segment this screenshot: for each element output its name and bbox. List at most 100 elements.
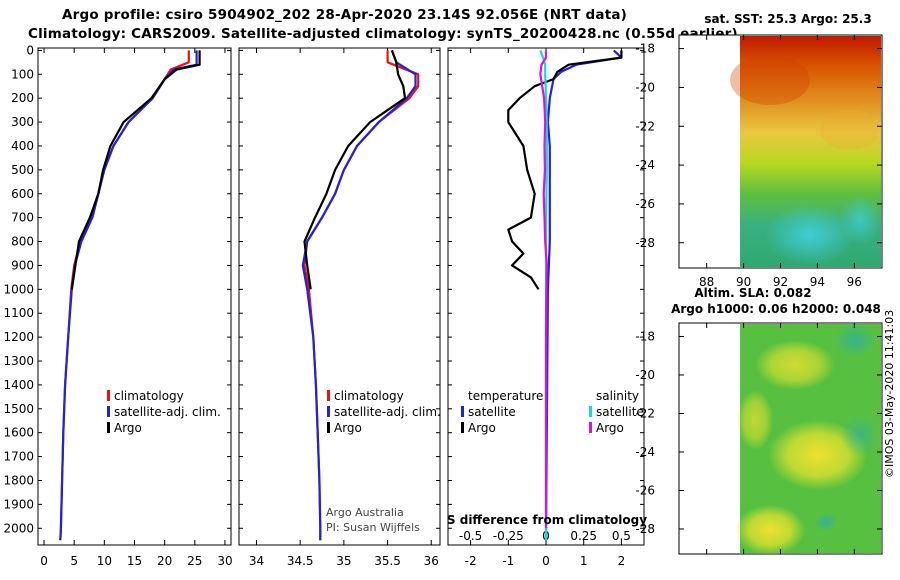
legend-swatch-argo bbox=[327, 422, 330, 433]
y-tick-label: 100 bbox=[11, 67, 34, 81]
salinity-plot: 34 34.5 35 35.5 36 bbox=[239, 48, 440, 568]
x-tick-label: 34 bbox=[249, 554, 264, 568]
series-line-argo bbox=[303, 50, 407, 290]
x-tick-label: 25 bbox=[187, 554, 202, 568]
legend-swatch-sal-argo bbox=[589, 422, 592, 433]
x-tick-label: 36 bbox=[424, 554, 439, 568]
x-tick-label: 34.5 bbox=[287, 554, 314, 568]
legend-swatch-climatology bbox=[327, 390, 330, 401]
y-tick-label: 800 bbox=[11, 235, 34, 249]
legend-label-satellite: satellite-adj. clim. bbox=[334, 405, 441, 419]
series-line-satellite-adj-clim- bbox=[301, 50, 417, 541]
y-tick-label: 900 bbox=[11, 258, 34, 272]
sla-map bbox=[678, 322, 883, 555]
y-tick-label: 2000 bbox=[3, 521, 34, 535]
legend-swatch-sal-satellite bbox=[589, 406, 592, 417]
x-tick-label: 5 bbox=[70, 554, 78, 568]
figure-title-line2: Climatology: CARS2009. Satellite-adjuste… bbox=[28, 26, 738, 42]
map-y-tick-label: -26 bbox=[635, 483, 655, 497]
s-difference-label: S difference from climatology bbox=[447, 513, 647, 527]
y-tick-label: 1700 bbox=[3, 450, 34, 464]
x-tick-label: 30 bbox=[217, 554, 232, 568]
y-tick-label: 1900 bbox=[3, 497, 34, 511]
credit-pi: PI: Susan Wijffels bbox=[326, 521, 420, 534]
legend-label-sal-argo: Argo bbox=[596, 421, 624, 435]
y-tick-label: 1300 bbox=[3, 354, 34, 368]
s-tick-label: 0.25 bbox=[570, 529, 597, 543]
x-tick-label: 0 bbox=[40, 554, 48, 568]
sla-map-title: Altim. SLA: 0.082 bbox=[694, 286, 811, 300]
legend-label-argo: Argo bbox=[334, 421, 362, 435]
x-tick-label: 35 bbox=[336, 554, 351, 568]
salinity-panel-frame bbox=[238, 47, 441, 546]
sst-map bbox=[678, 34, 883, 269]
map-y-tick-label: -18 bbox=[635, 329, 655, 343]
y-tick-label: 1400 bbox=[3, 378, 34, 392]
map-y-tick-label: -24 bbox=[635, 445, 655, 459]
map-x-tick-label: 88 bbox=[699, 275, 714, 289]
map-x-tick-label: 90 bbox=[736, 275, 751, 289]
sst-map-title: sat. SST: 25.3 Argo: 25.3 bbox=[704, 12, 871, 26]
x-tick-label: 35.5 bbox=[374, 554, 401, 568]
y-tick-label: 1000 bbox=[3, 282, 34, 296]
legend-label-argo: Argo bbox=[114, 421, 142, 435]
legend-swatch-climatology bbox=[107, 390, 110, 401]
map-x-tick-label: 94 bbox=[810, 275, 825, 289]
series-line-temperature-argo bbox=[507, 50, 623, 290]
legend-header-temperature: temperature bbox=[468, 389, 543, 403]
y-tick-label: 1500 bbox=[3, 402, 34, 416]
x-tick-label: 10 bbox=[97, 554, 112, 568]
y-tick-label: 1800 bbox=[3, 473, 34, 487]
legend-swatch-satellite bbox=[327, 406, 330, 417]
sla-map-axes: -18 -20 -22 -24 -26 -28 bbox=[635, 323, 882, 554]
map-y-tick-label: -18 bbox=[635, 42, 655, 56]
legend-label-sal-satellite: satellite bbox=[596, 405, 644, 419]
map-y-tick-label: -20 bbox=[635, 80, 655, 94]
y-tick-label: 1600 bbox=[3, 426, 34, 440]
difference-plot: -2 -1 0 1 2-0.5 -0.25 0 0.25 0.5 bbox=[448, 48, 644, 568]
sla-map-subtitle: Argo h1000: 0.06 h2000: 0.048 bbox=[671, 302, 881, 316]
temperature-legend: climatology satellite-adj. clim. Argo bbox=[107, 389, 221, 435]
credit-argo-australia: Argo Australia bbox=[326, 506, 404, 519]
y-tick-label: 400 bbox=[11, 139, 34, 153]
legend-label-temp-argo: Argo bbox=[468, 421, 496, 435]
figure-title-line1: Argo profile: csiro 5904902_202 28-Apr-2… bbox=[62, 7, 628, 23]
y-tick-label: 300 bbox=[11, 115, 34, 129]
series-line-argo bbox=[70, 50, 201, 290]
legend-swatch-argo bbox=[107, 422, 110, 433]
x-tick-label: 2 bbox=[618, 554, 626, 568]
legend-label-satellite: satellite-adj. clim. bbox=[114, 405, 221, 419]
y-tick-label: 0 bbox=[26, 43, 34, 57]
y-tick-label: 700 bbox=[11, 211, 34, 225]
legend-swatch-temp-satellite bbox=[461, 406, 464, 417]
map-y-tick-label: -28 bbox=[635, 522, 655, 536]
s-tick-label: 0.5 bbox=[612, 529, 631, 543]
legend-label-temp-satellite: satellite bbox=[468, 405, 516, 419]
s-tick-label: -0.25 bbox=[493, 529, 524, 543]
y-tick-label: 1200 bbox=[3, 330, 34, 344]
map-y-tick-label: -22 bbox=[635, 406, 655, 420]
map-y-tick-label: -24 bbox=[635, 158, 655, 172]
map-y-tick-label: -22 bbox=[635, 119, 655, 133]
temperature-panel-frame bbox=[37, 47, 232, 546]
map-y-tick-label: -26 bbox=[635, 197, 655, 211]
y-tick-label: 1100 bbox=[3, 306, 34, 320]
difference-legend: temperature salinity satellite Argo sate… bbox=[461, 389, 644, 435]
legend-label-climatology: climatology bbox=[114, 389, 184, 403]
x-tick-label: 0 bbox=[542, 554, 550, 568]
legend-swatch-temp-argo bbox=[461, 422, 464, 433]
series-line-salinity-argo bbox=[539, 50, 548, 529]
x-tick-label: -2 bbox=[465, 554, 477, 568]
map-y-tick-label: -28 bbox=[635, 236, 655, 250]
sst-map-axes: -18 -20 -22 -24 -26 -28 88 90 92 94 96 bbox=[635, 35, 882, 289]
map-y-tick-label: -20 bbox=[635, 368, 655, 382]
x-tick-label: 1 bbox=[580, 554, 588, 568]
y-tick-label: 200 bbox=[11, 91, 34, 105]
x-tick-label: 20 bbox=[157, 554, 172, 568]
salinity-legend: climatology satellite-adj. clim. Argo bbox=[327, 389, 441, 435]
y-tick-label: 500 bbox=[11, 163, 34, 177]
legend-label-climatology: climatology bbox=[334, 389, 404, 403]
y-tick-label: 600 bbox=[11, 187, 34, 201]
